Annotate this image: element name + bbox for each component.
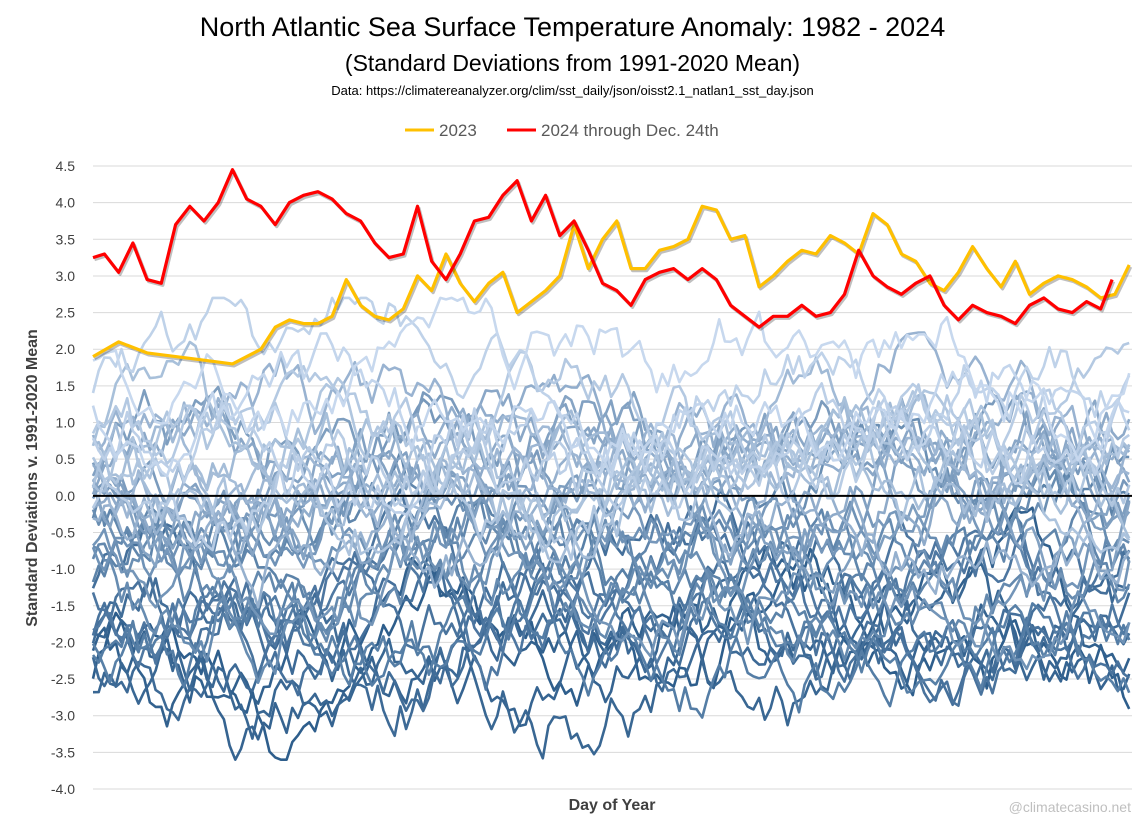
series-line-1997: [92, 459, 1130, 684]
series-line-1982: [91, 564, 1131, 761]
legend: 2023 2024 through Dec. 24th: [405, 121, 719, 140]
y-tick-label: 1.0: [56, 415, 76, 431]
legend-label-2023: 2023: [439, 121, 477, 140]
series-line-1998: [91, 417, 1130, 604]
series-line-1987: [91, 573, 1131, 713]
chart-subtitle: (Standard Deviations from 1991-2020 Mean…: [344, 50, 801, 76]
y-tick-label: -0.5: [51, 524, 75, 540]
series-line-2024: [92, 168, 1114, 329]
series-line-2015: [91, 404, 1131, 557]
x-axis-title: Day of Year: [569, 797, 656, 814]
y-tick-label: 2.0: [56, 341, 76, 357]
series-line-1992: [91, 595, 1131, 719]
y-tick-label: 4.0: [56, 195, 76, 211]
series-line-2013: [92, 420, 1131, 564]
credit-watermark: @climatecasino.net: [1009, 799, 1131, 815]
y-tick-label: -2.0: [51, 634, 75, 650]
series-shadow: [93, 206, 1133, 368]
historical-lines: [91, 296, 1131, 761]
y-tick-label: 1.5: [56, 378, 76, 394]
y-axis-title: Standard Deviations v. 1991-2020 Mean: [24, 329, 41, 627]
y-tick-label: -3.5: [51, 744, 75, 760]
y-tick-label: 3.5: [56, 231, 76, 247]
y-tick-label: 2.5: [56, 305, 76, 321]
series-line-1999: [91, 488, 1131, 671]
series-line-2023: [92, 204, 1131, 366]
chart-title: North Atlantic Sea Surface Temperature A…: [199, 12, 946, 42]
y-tick-labels: 4.5 4.0 3.5 3.0 2.5 2.0 1.5 1.0 0.5 0.0 -0.5 -1.0 -1…: [51, 158, 75, 797]
series-line-2022: [92, 296, 1131, 462]
y-tick-label: 3.0: [56, 268, 76, 284]
series-line-2004: [91, 399, 1131, 583]
data-source: Data: https://climatereanalyzer.org/clim…: [331, 83, 814, 98]
series-line-2018: [91, 382, 1130, 552]
y-tick-label: -4.0: [51, 781, 75, 797]
series-line-2000: [92, 497, 1131, 658]
y-tick-label: -1.5: [51, 598, 75, 614]
y-tick-label: -2.5: [51, 671, 75, 687]
y-tick-label: 4.5: [56, 158, 76, 174]
series-line-2021: [91, 332, 1130, 478]
series-shadow: [94, 170, 1116, 331]
y-tick-label: -3.0: [51, 708, 75, 724]
series-line-1991: [92, 514, 1131, 691]
series-line-2020: [91, 296, 1131, 478]
highlight-lines: [92, 168, 1133, 368]
legend-label-2024: 2024 through Dec. 24th: [541, 121, 719, 140]
y-tick-label: 0.5: [56, 451, 76, 467]
y-tick-label: -1.0: [51, 561, 75, 577]
series-line-1996: [91, 505, 1131, 663]
y-tick-label: 0.0: [56, 488, 76, 504]
series-line-2019: [91, 374, 1131, 516]
